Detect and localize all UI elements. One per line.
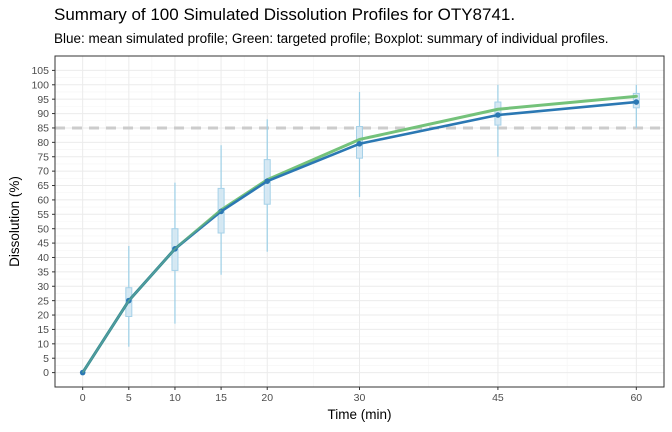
y-axis-title: Dissolution (%) (7, 176, 22, 267)
y-tick-label: 100 (31, 79, 49, 91)
y-tick-label: 75 (37, 151, 49, 163)
y-tick-label: 80 (37, 137, 49, 149)
mean-profile-point (633, 99, 640, 105)
y-tick-label: 15 (37, 324, 49, 336)
series-layer (79, 94, 640, 376)
chart-subtitle: Blue: mean simulated profile; Green: tar… (54, 31, 609, 46)
mean-profile-point (356, 140, 363, 147)
y-tick-label: 65 (37, 180, 49, 192)
y-tick-label: 25 (37, 295, 49, 307)
mean-profile-point (495, 112, 501, 118)
x-tick-label: 30 (354, 392, 366, 404)
x-tick-label: 20 (261, 392, 273, 404)
y-tick-label: 60 (37, 195, 49, 207)
y-tick-label: 5 (43, 353, 49, 365)
y-tick-label: 85 (37, 123, 49, 135)
y-tick-label: 95 (37, 94, 49, 106)
y-tick-label: 10 (37, 338, 49, 350)
target-profile-overlay (82, 209, 222, 374)
y-tick-label: 30 (37, 281, 49, 293)
mean-profile-point (264, 178, 271, 185)
y-tick-label: 35 (37, 266, 49, 278)
x-tick-label: 10 (169, 392, 181, 404)
x-tick-label: 60 (630, 392, 642, 404)
y-tick-label: 20 (37, 310, 49, 322)
y-tick-label: 70 (37, 166, 49, 178)
y-tick-label: 50 (37, 223, 49, 235)
mean-profile-point (218, 208, 224, 215)
y-tick-label: 45 (37, 238, 49, 250)
y-tick-label: 90 (37, 108, 49, 120)
x-tick-label: 5 (126, 392, 132, 404)
y-tick-label: 0 (43, 367, 49, 379)
y-tick-label: 105 (31, 65, 49, 77)
x-axis-title: Time (min) (328, 407, 392, 422)
y-tick-label: 55 (37, 209, 49, 221)
y-tick-label: 40 (37, 252, 49, 264)
chart-title: Summary of 100 Simulated Dissolution Pro… (54, 5, 516, 24)
axis-layer: 0510152025303540455055606570758085909510… (31, 55, 665, 404)
x-tick-label: 15 (215, 392, 227, 404)
x-tick-label: 0 (80, 392, 86, 404)
x-tick-label: 45 (492, 392, 504, 404)
